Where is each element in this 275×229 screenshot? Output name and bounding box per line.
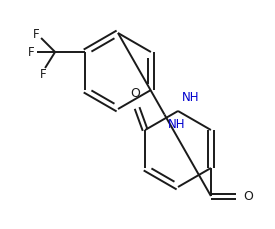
Text: F: F xyxy=(40,68,46,81)
Text: F: F xyxy=(28,46,34,58)
Text: O: O xyxy=(243,190,253,202)
Text: NH: NH xyxy=(182,91,199,104)
Text: NH: NH xyxy=(167,118,185,131)
Text: O: O xyxy=(130,87,140,100)
Text: F: F xyxy=(33,27,39,41)
